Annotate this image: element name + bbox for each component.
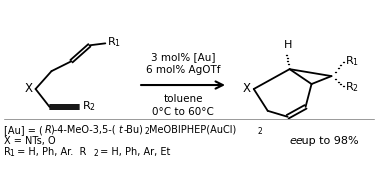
Text: R: R [4,147,11,156]
Text: = H, Ph, Ar.  R: = H, Ph, Ar. R [14,147,86,156]
Text: 1: 1 [10,149,14,158]
Text: ee: ee [290,136,304,146]
Text: MeOBIPHEP(AuCl): MeOBIPHEP(AuCl) [149,125,236,135]
Text: 3 mol% [Au]: 3 mol% [Au] [151,52,215,62]
Text: 2: 2 [258,127,262,136]
Text: H: H [284,40,292,50]
Text: X = NTs, O: X = NTs, O [4,136,55,146]
Text: t: t [118,125,122,135]
Text: = H, Ph, Ar, Et: = H, Ph, Ar, Et [98,147,171,156]
Text: X: X [243,81,251,95]
Text: 2: 2 [144,127,149,136]
Text: X: X [25,82,33,96]
Text: R$_1$: R$_1$ [107,35,121,49]
Text: )-4-MeO-3,5-(: )-4-MeO-3,5-( [51,125,116,135]
Text: 2: 2 [93,149,98,158]
Text: toluene: toluene [163,94,203,104]
Text: -Bu): -Bu) [123,125,143,135]
Text: [Au] = (: [Au] = ( [4,125,43,135]
Text: R$_2$: R$_2$ [345,80,359,94]
Text: 0°C to 60°C: 0°C to 60°C [152,107,214,117]
Text: up to 98%: up to 98% [297,136,358,146]
Text: R$_1$: R$_1$ [345,54,359,68]
Text: R: R [45,125,51,135]
Text: R$_2$: R$_2$ [82,99,96,113]
Text: 6 mol% AgOTf: 6 mol% AgOTf [146,65,220,75]
